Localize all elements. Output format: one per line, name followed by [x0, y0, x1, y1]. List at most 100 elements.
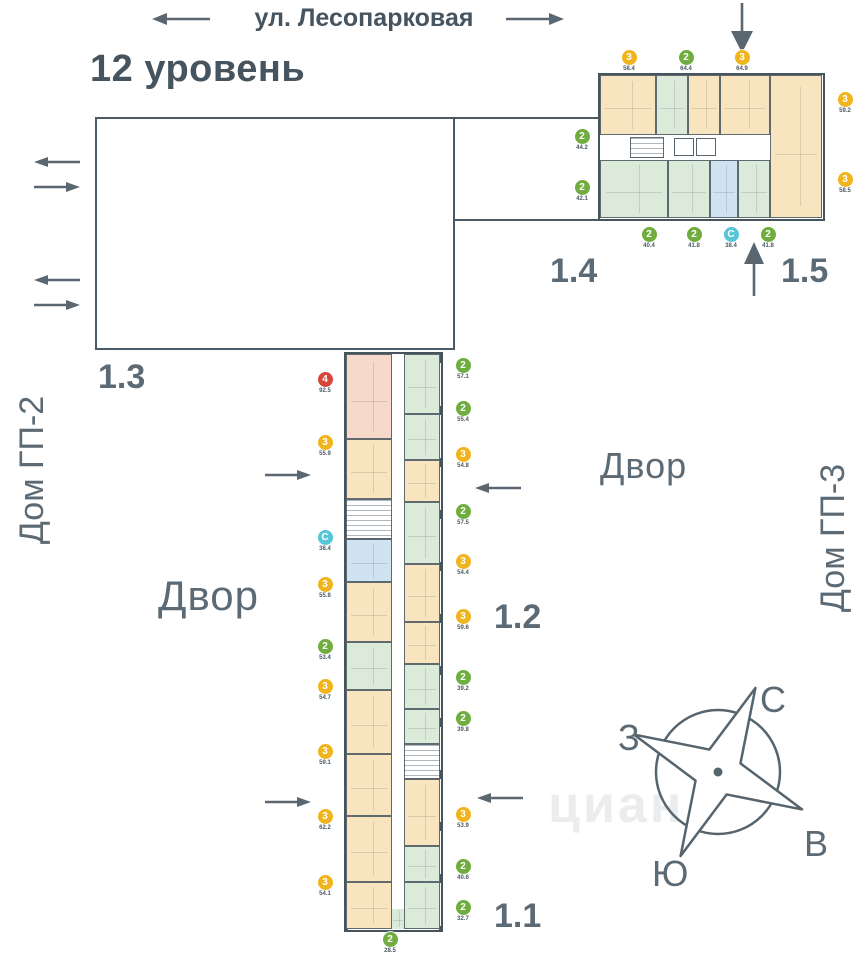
apartment-unit[interactable] [404, 564, 440, 622]
room-count-dot[interactable]: 2 [455, 670, 471, 685]
room-count-dot[interactable]: 2 [455, 900, 471, 915]
apartment-badge-3[interactable]: 3 58.4 [618, 50, 640, 72]
building-13-extension[interactable] [455, 117, 600, 221]
room-count-dot[interactable]: 3 [317, 809, 333, 824]
apartment-badge-3[interactable]: 3 59.2 [834, 92, 856, 114]
apartment-badge-2[interactable]: 2 41.8 [683, 227, 705, 249]
apartment-unit[interactable] [346, 354, 392, 439]
apartment-unit[interactable] [600, 75, 656, 135]
room-count-dot[interactable]: 3 [837, 92, 853, 107]
apartment-unit[interactable] [404, 709, 440, 744]
apartment-unit[interactable] [346, 816, 392, 882]
building-label-13: 1.3 [98, 358, 146, 396]
apartment-badge-3[interactable]: 3 54.1 [314, 875, 336, 897]
apartment-unit[interactable] [346, 582, 392, 642]
room-count-dot[interactable]: 2 [317, 639, 333, 654]
apartment-badge-2[interactable]: 2 57.1 [452, 358, 474, 380]
room-count-dot[interactable]: 3 [317, 577, 333, 592]
apartment-badge-4[interactable]: 4 92.5 [314, 372, 336, 394]
room-count-dot[interactable]: 3 [317, 744, 333, 759]
apartment-badge-3[interactable]: 3 59.1 [314, 744, 336, 766]
street-arrow-left-icon [150, 10, 212, 28]
elevator [696, 138, 716, 156]
entrance-arrow-down-icon [728, 3, 756, 55]
apartment-unit[interactable] [404, 414, 440, 460]
apartment-area: 64.9 [736, 66, 748, 72]
apartment-unit[interactable] [404, 502, 440, 564]
apartment-badge-2[interactable]: 2 53.4 [314, 639, 336, 661]
apartment-unit[interactable] [346, 642, 392, 690]
apartment-unit[interactable] [346, 882, 392, 929]
room-count-dot[interactable]: 3 [317, 875, 333, 890]
apartment-badge-2[interactable]: 2 32.7 [452, 900, 474, 922]
apartment-area: 40.6 [457, 875, 469, 881]
apartment-unit[interactable] [770, 75, 822, 218]
apartment-area: 59.2 [839, 108, 851, 114]
room-count-dot[interactable]: 2 [455, 711, 471, 726]
apartment-unit[interactable] [346, 754, 392, 816]
room-count-dot[interactable]: 2 [686, 227, 702, 242]
room-count-dot[interactable]: 4 [317, 372, 333, 387]
room-count-dot[interactable]: С [317, 530, 333, 545]
apartment-badge-С[interactable]: С 38.4 [314, 530, 336, 552]
apartment-unit[interactable] [404, 622, 440, 664]
room-count-dot[interactable]: 2 [678, 50, 694, 65]
room-count-dot[interactable]: 2 [455, 358, 471, 373]
room-count-dot[interactable]: 2 [382, 932, 398, 947]
apartment-unit[interactable] [710, 160, 738, 218]
apartment-unit[interactable] [404, 460, 440, 502]
apartment-badge-2[interactable]: 2 40.4 [638, 227, 660, 249]
apartment-unit[interactable] [392, 909, 404, 929]
room-count-dot[interactable]: 3 [455, 554, 471, 569]
apartment-unit[interactable] [404, 354, 440, 414]
room-count-dot[interactable]: 2 [455, 401, 471, 416]
apartment-unit[interactable] [404, 779, 440, 846]
apartment-badge-3[interactable]: 3 55.8 [314, 577, 336, 599]
room-count-dot[interactable]: С [723, 227, 739, 242]
apartment-badge-2[interactable]: 2 28.5 [379, 932, 401, 954]
entrance-arrow-icon [33, 155, 81, 169]
apartment-unit[interactable] [346, 690, 392, 754]
apartment-unit[interactable] [346, 439, 392, 499]
apartment-badge-3[interactable]: 3 53.9 [452, 807, 474, 829]
apartment-badge-3[interactable]: 3 54.4 [452, 554, 474, 576]
apartment-badge-3[interactable]: 3 62.2 [314, 809, 336, 831]
apartment-unit[interactable] [738, 160, 770, 218]
apartment-unit[interactable] [404, 882, 440, 929]
apartment-unit[interactable] [404, 846, 440, 882]
apartment-badge-2[interactable]: 2 64.4 [675, 50, 697, 72]
room-count-dot[interactable]: 3 [455, 447, 471, 462]
apartment-area: 55.8 [319, 593, 331, 599]
room-count-dot[interactable]: 3 [317, 435, 333, 450]
room-count-dot[interactable]: 3 [317, 679, 333, 694]
apartment-unit[interactable] [720, 75, 770, 135]
apartment-badge-3[interactable]: 3 54.8 [452, 447, 474, 469]
building-13-outline[interactable] [95, 117, 455, 350]
apartment-badge-2[interactable]: 2 39.8 [452, 711, 474, 733]
apartment-badge-С[interactable]: С 38.4 [720, 227, 742, 249]
apartment-unit[interactable] [404, 664, 440, 709]
apartment-badge-3[interactable]: 3 59.6 [452, 609, 474, 631]
room-count-dot[interactable]: 2 [455, 504, 471, 519]
room-count-dot[interactable]: 2 [760, 227, 776, 242]
room-count-dot[interactable]: 3 [455, 807, 471, 822]
room-count-dot[interactable]: 2 [641, 227, 657, 242]
apartment-badge-2[interactable]: 2 55.4 [452, 401, 474, 423]
apartment-badge-3[interactable]: 3 54.7 [314, 679, 336, 701]
apartment-unit[interactable] [668, 160, 710, 218]
room-count-dot[interactable]: 2 [455, 859, 471, 874]
apartment-unit[interactable] [600, 160, 668, 218]
apartment-badge-2[interactable]: 2 40.6 [452, 859, 474, 881]
apartment-badge-2[interactable]: 2 57.5 [452, 504, 474, 526]
building-label-14: 1.4 [550, 252, 598, 290]
apartment-unit[interactable] [346, 539, 392, 582]
room-count-dot[interactable]: 3 [621, 50, 637, 65]
apartment-badge-3[interactable]: 3 55.9 [314, 435, 336, 457]
apartment-unit[interactable] [688, 75, 720, 135]
apartment-badge-3[interactable]: 3 58.5 [834, 172, 856, 194]
apartment-unit[interactable] [656, 75, 688, 135]
room-count-dot[interactable]: 3 [837, 172, 853, 187]
apartment-badge-2[interactable]: 2 39.2 [452, 670, 474, 692]
room-count-dot[interactable]: 3 [455, 609, 471, 624]
